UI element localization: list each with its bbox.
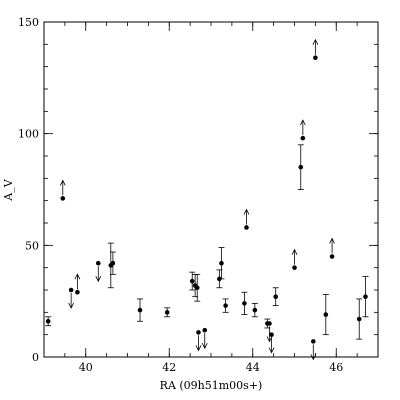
data-point	[74, 273, 81, 295]
data-marker	[329, 254, 335, 259]
data-point	[194, 273, 201, 302]
arrow-head	[310, 354, 317, 361]
data-point	[218, 247, 225, 280]
x-tick-label: 42	[162, 361, 176, 374]
data-point	[189, 271, 196, 291]
y-tick-label: 0	[32, 351, 39, 364]
data-point	[164, 307, 171, 318]
y-tick-label: 100	[18, 128, 39, 141]
arrow-head	[329, 237, 335, 244]
arrow-head	[243, 208, 250, 215]
x-tick-label: 40	[79, 361, 93, 374]
data-point	[272, 287, 279, 307]
data-marker	[75, 289, 80, 295]
data-point	[95, 260, 102, 283]
data-point	[297, 144, 304, 190]
data-marker	[196, 330, 201, 335]
data-marker	[164, 310, 170, 315]
data-point	[329, 237, 335, 259]
data-point	[299, 119, 306, 141]
x-tick-label: 46	[329, 361, 343, 374]
arrow-head	[59, 179, 66, 186]
data-marker	[60, 196, 66, 201]
data-point	[266, 321, 273, 343]
x-tick-label: 44	[246, 361, 260, 374]
data-marker	[252, 307, 258, 313]
data-marker	[267, 321, 272, 326]
data-point	[291, 248, 298, 270]
data-point	[356, 298, 363, 340]
data-marker	[273, 294, 279, 300]
data-point	[201, 327, 208, 350]
data-marker	[45, 318, 51, 324]
data-point	[362, 276, 369, 318]
arrow-head	[201, 343, 208, 350]
data-point	[241, 291, 248, 315]
arrow-head	[68, 302, 74, 309]
data-marker	[310, 339, 316, 344]
data-marker	[356, 316, 362, 322]
data-marker	[219, 260, 224, 266]
data-point	[310, 339, 317, 361]
data-marker	[189, 278, 195, 284]
arrow-head	[299, 119, 306, 126]
arrow-head	[266, 336, 273, 343]
data-point	[322, 294, 329, 336]
y-axis-label: A_V	[2, 178, 15, 201]
data-marker	[323, 312, 329, 317]
data-marker	[194, 285, 200, 291]
data-point	[251, 302, 258, 318]
data-marker	[313, 55, 318, 61]
data-marker	[269, 332, 274, 337]
data-marker	[242, 301, 247, 306]
arrow-head	[74, 273, 81, 280]
data-point	[68, 287, 74, 309]
data-marker	[300, 135, 306, 141]
data-marker	[110, 260, 116, 266]
data-marker	[137, 307, 143, 313]
arrow-head	[95, 276, 102, 283]
data-point	[243, 208, 250, 230]
arrow-head	[312, 38, 319, 45]
data-marker	[68, 287, 74, 293]
data-marker	[223, 303, 228, 308]
data-marker	[202, 327, 208, 333]
data-marks	[45, 38, 369, 361]
y-tick-label: 50	[25, 239, 39, 252]
data-marker	[244, 225, 249, 230]
data-point	[109, 251, 116, 275]
data-point	[312, 38, 319, 61]
data-point	[137, 298, 144, 322]
arrow-head	[291, 248, 298, 255]
arrow-head	[195, 345, 202, 352]
data-point	[222, 298, 229, 313]
data-marker	[298, 164, 304, 170]
data-marker	[363, 294, 368, 300]
data-marker	[95, 260, 101, 266]
axis-ticks	[43, 21, 379, 358]
data-marker	[292, 265, 297, 270]
data-point	[59, 179, 66, 201]
data-point	[195, 330, 202, 352]
data-point	[45, 316, 52, 327]
y-tick-label: 150	[18, 16, 39, 29]
plot-frame	[43, 21, 379, 358]
data-point	[268, 332, 275, 354]
x-axis-label: RA (09h51m00s+)	[160, 379, 263, 392]
arrow-head	[268, 347, 275, 354]
tick-labels: 40 42 44 46 0 50 100 150	[18, 16, 343, 374]
